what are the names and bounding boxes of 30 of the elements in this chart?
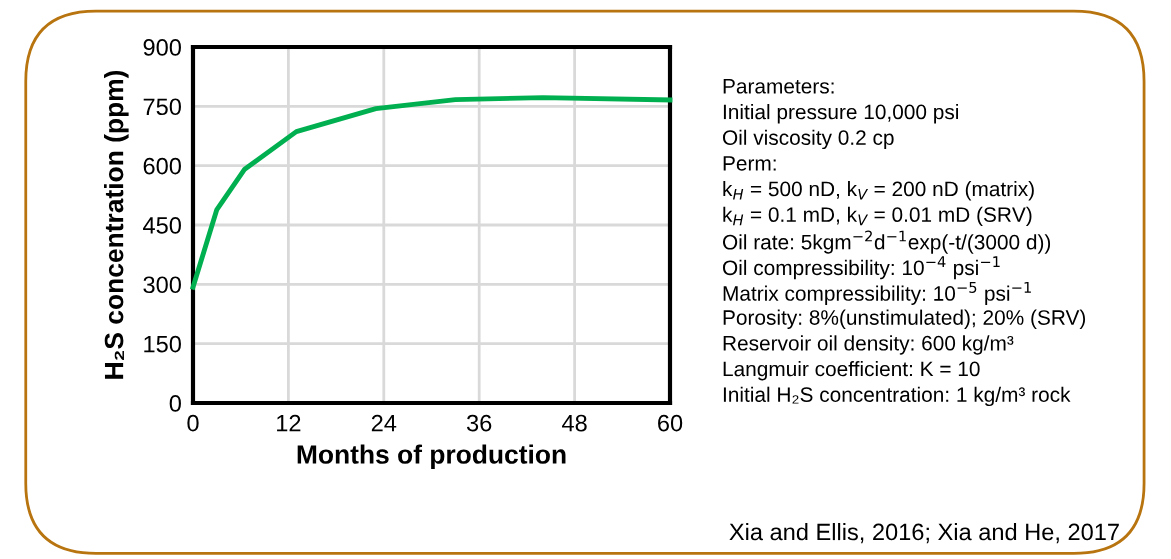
y-tick-label: 750 [143,98,181,116]
x-tick-label: 12 [277,414,301,432]
text: Matrix compressibility: 10$^{−5}$ psi$^{−1}$ [723,282,1031,305]
x-axis-title: Months of production [297,444,566,470]
y-axis-title: H₂S concentration (ppm) [104,70,129,379]
text: Oil rate: 5kgm$^{−2}$d$^{−1}$exp(-t/(3000 d)) [722,230,1051,254]
y-tick-label: 450 [143,217,181,234]
x-tick-label: 60 [658,414,683,432]
text: Langmuir coefficient: K = 10 [723,360,980,381]
x-tick-label: 24 [371,414,397,432]
y-tick-label: 0 [169,395,181,412]
y-tick-label: 300 [143,276,181,294]
text: k$_{H}$ = 0.1 mD, k$_{V}$ = 0.01 mD (SRV) [723,206,1032,227]
x-tick-label: 36 [466,414,492,432]
text: Perm: [723,156,776,171]
text: Porosity: 8%(unstimulated); 20% (SRV) [723,309,1086,330]
y-tick-label: 900 [143,39,181,56]
text: Parameters: [723,79,834,94]
y-tick-label: 150 [144,335,181,353]
text: Xia and Ellis, 2016; Xia and He, 2017 [729,522,1119,544]
text: Initial pressure 10,000 psi [723,103,958,124]
text: Oil viscosity 0.2 cp [722,129,894,150]
text: k$_{H}$ = 500 nD, k$_{V}$ = 200 nD (matrix) [723,181,1034,201]
text: Reservoir oil density: 600 kg/m³ [723,335,1014,355]
y-tick-label: 600 [143,157,181,175]
text: Oil compressibility: 10$^{−4}$ psi$^{−1}$ [722,256,1000,280]
text: Initial H₂S concentration: 1 kg/m³ rock [723,386,1071,407]
x-tick-label: 0 [187,414,199,432]
x-tick-label: 48 [562,414,587,432]
line-series [190,95,673,290]
